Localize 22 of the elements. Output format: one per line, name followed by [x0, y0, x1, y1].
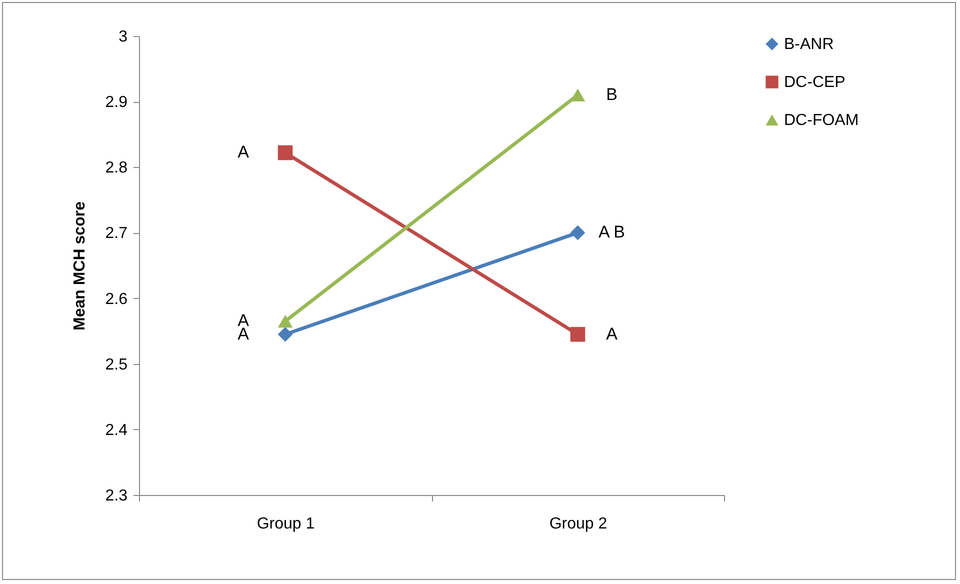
legend-label: B-ANR [784, 36, 834, 53]
legend-label: DC-FOAM [784, 112, 859, 129]
x-tick-label: Group 1 [256, 516, 315, 532]
y-tick-label: 3 [118, 28, 128, 46]
y-tick-label: 2.6 [105, 290, 128, 308]
point [278, 145, 293, 160]
y-axis-title: Mean MCH score [71, 201, 88, 330]
y-tick-label: 2.8 [105, 160, 128, 177]
annotation: A [238, 142, 250, 162]
annotation: B [606, 85, 618, 104]
point [278, 326, 293, 342]
point [570, 225, 586, 240]
legend-label: DC-CEP [784, 74, 846, 91]
y-tick-label: 2.9 [105, 94, 128, 112]
annotation: A [606, 324, 618, 344]
annotation: A B [598, 222, 625, 242]
point [570, 326, 586, 342]
y-tick-label: 2.4 [105, 422, 128, 439]
y-tick-label: 2.7 [105, 225, 128, 242]
y-tick-label: 2.3 [105, 488, 128, 504]
x-tick-label: Group 2 [549, 516, 608, 532]
y-tick-label: 2.5 [105, 356, 128, 374]
